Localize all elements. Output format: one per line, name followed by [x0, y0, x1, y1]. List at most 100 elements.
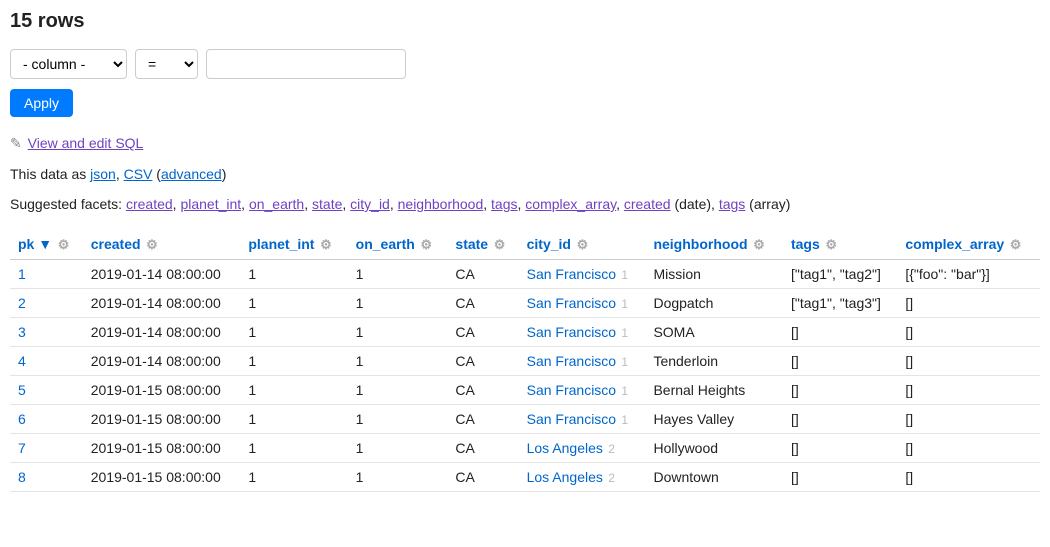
- city-link[interactable]: San Francisco: [527, 382, 616, 398]
- cell-complex-array: []: [897, 463, 1040, 492]
- cell-tags: []: [783, 318, 897, 347]
- cell-planet-int: 1: [240, 347, 347, 376]
- cell-tags: []: [783, 376, 897, 405]
- pk-link[interactable]: 5: [18, 382, 26, 398]
- gear-icon[interactable]: ⚙: [143, 237, 158, 252]
- page-title: 15 rows: [10, 10, 1040, 33]
- column-sort-link[interactable]: tags: [791, 236, 820, 252]
- table-row: 62019-01-15 08:00:0011CASan Francisco 1H…: [10, 405, 1040, 434]
- cell-created: 2019-01-15 08:00:00: [83, 434, 241, 463]
- cell-city: San Francisco 1: [519, 260, 646, 289]
- gear-icon[interactable]: ⚙: [490, 237, 505, 252]
- cell-state: CA: [447, 347, 518, 376]
- city-link[interactable]: San Francisco: [527, 324, 616, 340]
- cell-state: CA: [447, 434, 518, 463]
- cell-state: CA: [447, 289, 518, 318]
- table-row: 82019-01-15 08:00:0011CALos Angeles 2Dow…: [10, 463, 1040, 492]
- gear-icon[interactable]: ⚙: [1006, 237, 1021, 252]
- city-link[interactable]: Los Angeles: [527, 469, 603, 485]
- cell-planet-int: 1: [240, 289, 347, 318]
- table-row: 72019-01-15 08:00:0011CALos Angeles 2Hol…: [10, 434, 1040, 463]
- pk-link[interactable]: 4: [18, 353, 26, 369]
- column-sort-link[interactable]: pk: [18, 236, 34, 252]
- cell-created: 2019-01-14 08:00:00: [83, 347, 241, 376]
- column-header-created: created ⚙: [83, 230, 241, 260]
- pk-link[interactable]: 3: [18, 324, 26, 340]
- facet-link[interactable]: created: [126, 196, 173, 212]
- column-header-city_id: city_id ⚙: [519, 230, 646, 260]
- cell-neighborhood: Downtown: [645, 463, 783, 492]
- cell-city: San Francisco 1: [519, 376, 646, 405]
- cell-on-earth: 1: [348, 347, 448, 376]
- cell-complex-array: []: [897, 376, 1040, 405]
- gear-icon[interactable]: ⚙: [417, 237, 432, 252]
- table-row: 22019-01-14 08:00:0011CASan Francisco 1D…: [10, 289, 1040, 318]
- column-sort-link[interactable]: neighborhood: [653, 236, 747, 252]
- cell-tags: []: [783, 405, 897, 434]
- cell-created: 2019-01-14 08:00:00: [83, 318, 241, 347]
- filter-value-input[interactable]: [206, 49, 406, 79]
- table-row: 42019-01-14 08:00:0011CASan Francisco 1T…: [10, 347, 1040, 376]
- apply-button[interactable]: Apply: [10, 89, 73, 117]
- city-id-badge: 1: [618, 297, 628, 311]
- city-link[interactable]: San Francisco: [527, 266, 616, 282]
- gear-icon[interactable]: ⚙: [573, 237, 588, 252]
- column-header-planet_int: planet_int ⚙: [240, 230, 347, 260]
- cell-neighborhood: Tenderloin: [645, 347, 783, 376]
- export-advanced-link[interactable]: advanced: [161, 166, 222, 182]
- pk-link[interactable]: 1: [18, 266, 26, 282]
- pk-link[interactable]: 7: [18, 440, 26, 456]
- export-json-link[interactable]: json: [90, 166, 116, 182]
- column-sort-link[interactable]: complex_array: [905, 236, 1004, 252]
- facet-link[interactable]: city_id: [350, 196, 390, 212]
- cell-tags: []: [783, 347, 897, 376]
- column-header-complex_array: complex_array ⚙: [897, 230, 1040, 260]
- gear-icon[interactable]: ⚙: [316, 237, 331, 252]
- cell-tags: []: [783, 463, 897, 492]
- sql-link-row: ✎ View and edit SQL: [10, 135, 1040, 152]
- facet-link[interactable]: complex_array: [525, 196, 616, 212]
- export-row: This data as json, CSV (advanced): [10, 166, 1040, 182]
- gear-icon[interactable]: ⚙: [750, 237, 765, 252]
- facet-link[interactable]: neighborhood: [398, 196, 484, 212]
- city-link[interactable]: San Francisco: [527, 353, 616, 369]
- pk-link[interactable]: 8: [18, 469, 26, 485]
- facet-link[interactable]: state: [312, 196, 342, 212]
- cell-complex-array: []: [897, 405, 1040, 434]
- facet-link[interactable]: on_earth: [249, 196, 304, 212]
- cell-on-earth: 1: [348, 434, 448, 463]
- column-header-neighborhood: neighborhood ⚙: [645, 230, 783, 260]
- table-row: 32019-01-14 08:00:0011CASan Francisco 1S…: [10, 318, 1040, 347]
- cell-tags: []: [783, 434, 897, 463]
- pk-link[interactable]: 2: [18, 295, 26, 311]
- table-row: 12019-01-14 08:00:0011CASan Francisco 1M…: [10, 260, 1040, 289]
- view-edit-sql-link[interactable]: View and edit SQL: [28, 135, 144, 151]
- column-sort-link[interactable]: on_earth: [356, 236, 415, 252]
- cell-state: CA: [447, 463, 518, 492]
- facet-link[interactable]: tags: [719, 196, 745, 212]
- city-id-badge: 1: [618, 268, 628, 282]
- city-link[interactable]: San Francisco: [527, 295, 616, 311]
- city-link[interactable]: Los Angeles: [527, 440, 603, 456]
- facet-link[interactable]: planet_int: [180, 196, 241, 212]
- cell-state: CA: [447, 405, 518, 434]
- gear-icon[interactable]: ⚙: [54, 237, 69, 252]
- filter-operator-select[interactable]: =: [135, 49, 198, 79]
- facet-link[interactable]: tags: [491, 196, 517, 212]
- cell-neighborhood: Bernal Heights: [645, 376, 783, 405]
- city-link[interactable]: San Francisco: [527, 411, 616, 427]
- city-id-badge: 2: [605, 442, 615, 456]
- filter-column-select[interactable]: - column -: [10, 49, 127, 79]
- column-sort-link[interactable]: city_id: [527, 236, 571, 252]
- gear-icon[interactable]: ⚙: [822, 237, 837, 252]
- city-id-badge: 1: [618, 326, 628, 340]
- facet-link[interactable]: created: [624, 196, 671, 212]
- pk-link[interactable]: 6: [18, 411, 26, 427]
- column-sort-link[interactable]: planet_int: [248, 236, 314, 252]
- column-sort-link[interactable]: created: [91, 236, 141, 252]
- cell-city: San Francisco 1: [519, 318, 646, 347]
- export-csv-link[interactable]: CSV: [124, 166, 153, 182]
- cell-city: Los Angeles 2: [519, 463, 646, 492]
- column-sort-link[interactable]: state: [455, 236, 488, 252]
- data-table: pk ▼ ⚙created ⚙planet_int ⚙on_earth ⚙sta…: [10, 230, 1040, 492]
